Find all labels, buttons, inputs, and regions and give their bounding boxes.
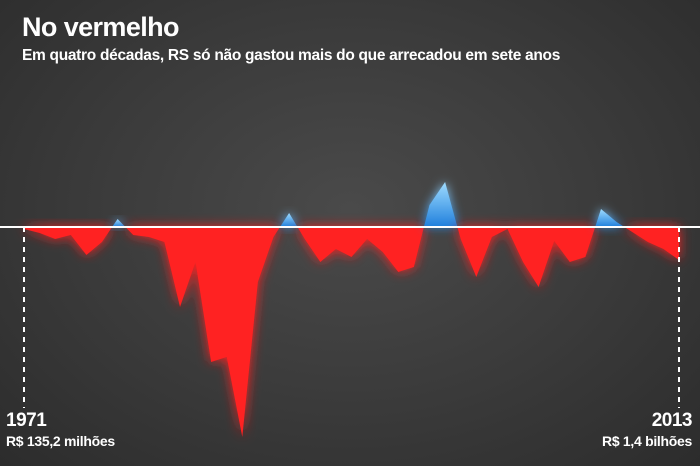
deficit-area-8 xyxy=(624,227,679,260)
deficit-area-0 xyxy=(24,227,113,255)
chart-title: No vermelho xyxy=(22,12,180,42)
deficit-area-6 xyxy=(457,227,596,287)
surplus-area-7 xyxy=(595,209,625,227)
start-label: 1971 R$ 135,2 milhões xyxy=(6,410,115,450)
start-value: R$ 135,2 milhões xyxy=(6,433,115,449)
surplus-area-5 xyxy=(423,182,458,227)
deficit-area-2 xyxy=(125,227,281,437)
end-label: 2013 R$ 1,4 bilhões xyxy=(602,410,692,450)
end-year: 2013 xyxy=(651,410,693,431)
surplus-area-3 xyxy=(280,213,298,227)
chart-subtitle: Em quatro décadas, RS só não gastou mais… xyxy=(22,47,561,64)
deficit-area-4 xyxy=(297,227,424,272)
start-year: 1971 xyxy=(6,410,47,431)
end-value: R$ 1,4 bilhões xyxy=(602,433,692,449)
surplus-area-1 xyxy=(112,219,126,227)
